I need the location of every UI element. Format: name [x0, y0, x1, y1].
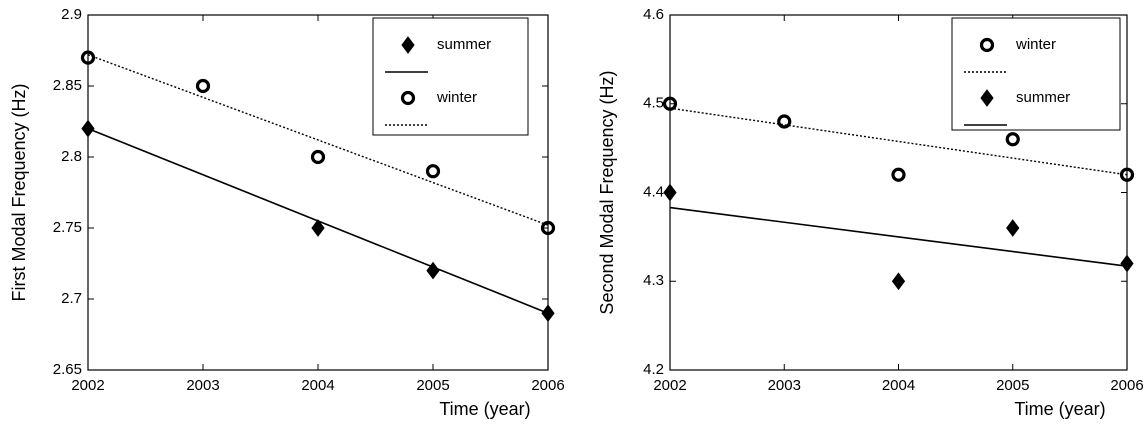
- diamond-marker: [311, 219, 325, 237]
- legend-frame: [951, 17, 1121, 131]
- diamond-marker: [1006, 219, 1020, 237]
- legend: summer winter: [372, 17, 529, 136]
- x-tick-label: 2003: [186, 377, 219, 394]
- diamond-marker: [541, 304, 555, 323]
- legend: winter summer: [951, 17, 1121, 131]
- y-tick-label: 4.6: [643, 6, 664, 23]
- x-tick-label: 2006: [1110, 377, 1143, 394]
- diamond-marker: [891, 272, 906, 291]
- x-tick-label: 2002: [653, 377, 686, 394]
- y-tick-label: 2.9: [61, 6, 82, 23]
- diamond-marker: [663, 183, 677, 202]
- legend-frame: [372, 17, 529, 136]
- y-tick-label: 2.8: [61, 148, 82, 165]
- circle-marker: [400, 90, 416, 106]
- x-tick-label: 2004: [882, 377, 915, 394]
- circle-marker: [1119, 167, 1135, 182]
- circle-marker: [195, 78, 211, 94]
- fit-line: [87, 54, 549, 226]
- legend-label: winter: [436, 89, 477, 106]
- circle-marker: [80, 50, 96, 65]
- diamond-marker: [1120, 254, 1134, 273]
- x-axis-label: Time (year): [439, 399, 530, 419]
- circle-marker: [1005, 132, 1020, 147]
- x-tick-label: 2006: [531, 377, 564, 394]
- diamond-marker: [426, 261, 440, 280]
- legend-label: summer: [1016, 89, 1070, 106]
- chart: 4.2 4.3 4.4 4.5 4.6 2002 2003 2004 2005 2006 Time …: [597, 6, 1144, 419]
- chart: 2.65 2.7 2.75 2.8 2.85 2.9 2002 2003 2004 2005 200…: [9, 6, 565, 419]
- y-tick-label: 4.4: [643, 183, 664, 200]
- diamond-marker: [81, 119, 95, 138]
- circle-marker: [979, 37, 995, 53]
- fit-line: [669, 107, 1128, 176]
- circle-marker: [540, 220, 556, 236]
- diamond-marker: [980, 89, 994, 107]
- y-axis-label: Second Modal Frequency (Hz): [597, 70, 617, 314]
- y-tick-label: 4.3: [643, 272, 664, 289]
- diamond-marker: [401, 36, 415, 54]
- x-tick-label: 2003: [768, 377, 801, 394]
- circle-marker: [662, 96, 678, 111]
- legend-label: winter: [1015, 36, 1056, 53]
- y-tick-label: 4.5: [643, 95, 664, 112]
- legend-label: summer: [437, 36, 491, 53]
- y-axis-label: First Modal Frequency (Hz): [9, 83, 29, 301]
- y-tick-label: 2.85: [53, 77, 82, 94]
- y-tick-label: 4.2: [643, 361, 664, 378]
- y-tick-label: 2.65: [53, 361, 82, 378]
- x-tick-label: 2005: [996, 377, 1029, 394]
- x-tick-label: 2004: [301, 377, 334, 394]
- circle-marker: [777, 114, 792, 129]
- circle-marker: [425, 164, 441, 179]
- fit-line: [669, 206, 1128, 267]
- x-tick-label: 2005: [416, 377, 449, 394]
- circle-marker: [891, 167, 906, 182]
- x-tick-label: 2002: [71, 377, 104, 394]
- y-tick-label: 2.75: [53, 219, 82, 236]
- x-axis-label: Time (year): [1014, 399, 1105, 419]
- y-tick-label: 2.7: [61, 290, 82, 307]
- circle-marker: [310, 149, 326, 165]
